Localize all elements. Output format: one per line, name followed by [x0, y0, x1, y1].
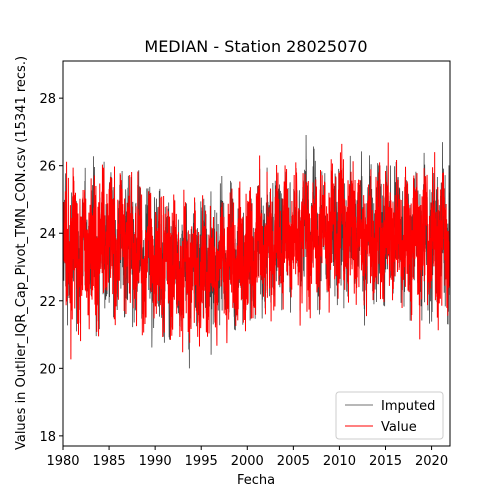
y-tick-label-22: 22 [39, 295, 56, 310]
x-axis-label: Fecha [237, 473, 275, 488]
x-tick-label-2000: 2000 [231, 454, 264, 469]
series-line-value [63, 142, 450, 360]
chart-title: MEDIAN - Station 28025070 [144, 37, 367, 56]
legend-label-value: Value [381, 420, 417, 435]
y-axis-label: Values in Outlier_IQR_Cap_Pivot_TMN_CON.… [14, 56, 29, 450]
x-tick-label-1995: 1995 [185, 454, 218, 469]
series-layer [63, 134, 450, 369]
y-tick-label-24: 24 [39, 227, 56, 242]
x-tick-label-1990: 1990 [139, 454, 172, 469]
legend-box [335, 391, 444, 440]
y-axis: 18 20 22 24 26 28 [39, 92, 63, 445]
x-tick-label-2010: 2010 [323, 454, 356, 469]
x-axis: 1980 1985 1990 1995 2000 2005 2010 2015 2020 [46, 446, 448, 469]
legend: Imputed Value [335, 391, 444, 440]
y-tick-label-18: 18 [39, 430, 56, 445]
legend-label-imputed: Imputed [381, 399, 435, 414]
x-tick-label-2020: 2020 [415, 454, 448, 469]
y-tick-label-20: 20 [39, 362, 56, 377]
plot-area-frame [62, 60, 451, 447]
x-tick-label-1985: 1985 [93, 454, 126, 469]
y-tick-label-28: 28 [39, 92, 56, 107]
x-tick-label-1980: 1980 [46, 454, 79, 469]
x-tick-label-2005: 2005 [277, 454, 310, 469]
y-tick-label-26: 26 [39, 160, 56, 175]
x-tick-label-2015: 2015 [369, 454, 402, 469]
